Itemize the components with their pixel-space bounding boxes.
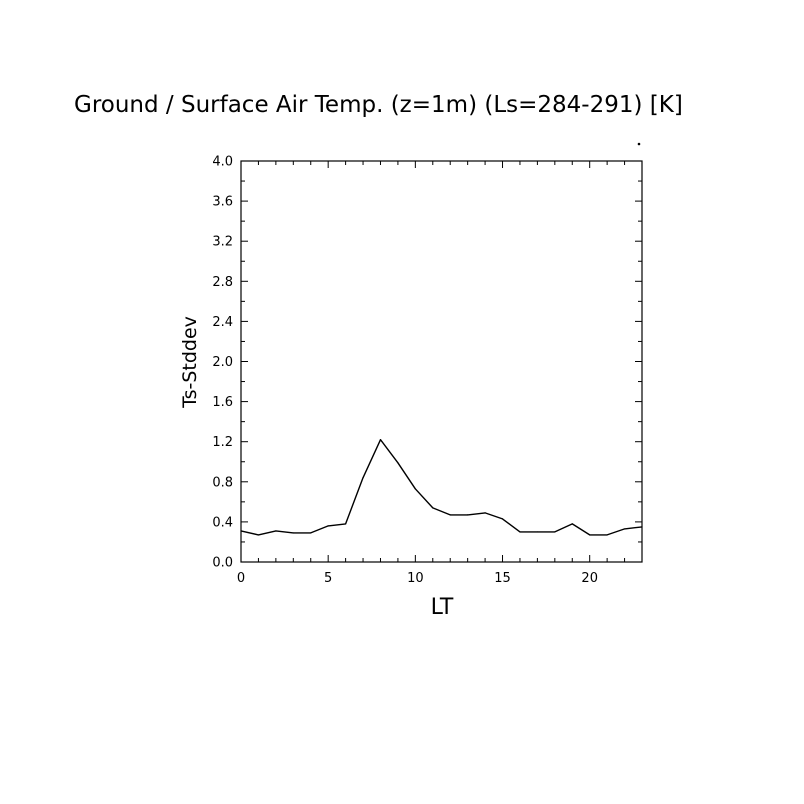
y-tick-label: 1.6	[212, 395, 233, 410]
data-point	[397, 462, 399, 464]
data-point	[589, 534, 591, 536]
data-point	[536, 531, 538, 533]
corner-dot	[637, 142, 641, 146]
data-point	[362, 477, 364, 479]
data-point	[275, 530, 277, 532]
chart-title: Ground / Surface Air Temp. (z=1m) (Ls=28…	[74, 92, 683, 118]
y-tick-label: 3.6	[212, 195, 233, 210]
x-axis-title: LT	[431, 595, 454, 620]
data-point	[345, 523, 347, 525]
data-point	[519, 531, 521, 533]
data-point	[484, 512, 486, 514]
x-tick-label: 5	[324, 571, 332, 586]
data-point	[240, 530, 242, 532]
x-tick-label: 0	[237, 571, 245, 586]
y-tick-label: 0.4	[212, 515, 233, 530]
y-tick-label: 2.8	[212, 275, 233, 290]
plot-frame	[240, 142, 643, 563]
y-tick-label: 0.8	[212, 475, 233, 490]
data-point	[606, 534, 608, 536]
data-point	[310, 532, 312, 534]
data-point	[414, 488, 416, 490]
data-point	[554, 531, 556, 533]
data-point	[623, 528, 626, 530]
data-point	[257, 534, 260, 536]
data-point	[327, 525, 329, 527]
y-tick-label: 4.0	[212, 155, 233, 170]
series-layer	[240, 439, 643, 536]
y-axis: 0.0 0.4 0.8 1.2 1.6 2.0 2.4 2.8 3.2 3.6 4.0	[212, 155, 642, 571]
data-point	[432, 507, 434, 509]
y-tick-label: 1.2	[212, 435, 233, 450]
data-point	[501, 518, 504, 520]
y-tick-label: 3.2	[212, 235, 233, 250]
y-axis-title: Ts-Stddev	[179, 316, 201, 409]
x-axis: 0 5 10 15 20	[237, 161, 643, 586]
data-point	[379, 439, 382, 441]
x-tick-label: 20	[581, 571, 598, 586]
data-point	[292, 532, 294, 534]
x-tick-label: 10	[407, 571, 424, 586]
plot-area-border	[240, 160, 643, 563]
y-tick-label: 2.0	[212, 355, 233, 370]
data-point	[641, 526, 643, 528]
data-point	[571, 523, 573, 525]
x-tick-label: 15	[494, 571, 511, 586]
y-tick-label: 0.0	[212, 556, 233, 571]
y-tick-label: 2.4	[212, 315, 233, 330]
series-line	[240, 439, 643, 536]
data-point	[449, 514, 451, 516]
data-point	[467, 514, 469, 516]
